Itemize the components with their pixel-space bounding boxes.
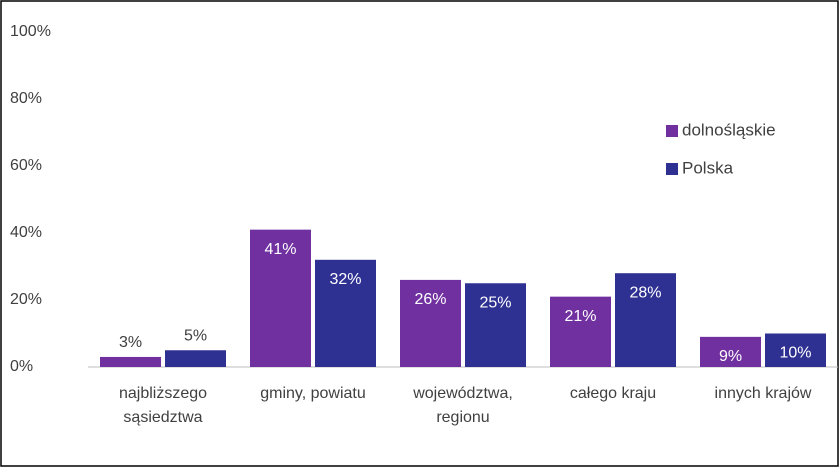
data-label: 41% — [264, 241, 296, 258]
y-tick-label: 100% — [10, 23, 51, 40]
bar — [315, 259, 376, 367]
bar — [700, 336, 761, 367]
x-tick-label: gminy, powiatu — [260, 385, 366, 402]
y-tick-label: 20% — [10, 291, 42, 308]
data-label: 3% — [119, 334, 142, 351]
data-label: 9% — [719, 348, 742, 365]
y-tick-label: 0% — [10, 358, 33, 375]
x-tick-label: całego kraju — [570, 385, 656, 402]
data-label: 5% — [184, 327, 207, 344]
data-label: 10% — [779, 345, 811, 362]
x-tick-label: innych krajów — [715, 385, 812, 402]
bar — [550, 296, 611, 367]
bar — [400, 279, 461, 367]
data-label: 28% — [629, 284, 661, 301]
x-tick-label: województwa, regionu — [412, 385, 513, 426]
legend-swatch — [666, 163, 678, 175]
data-label: 25% — [479, 294, 511, 311]
y-tick-label: 60% — [10, 157, 42, 174]
bar — [100, 356, 161, 367]
bar — [615, 273, 676, 367]
bar — [765, 333, 826, 367]
bar — [165, 350, 226, 367]
y-tick-label: 40% — [10, 224, 42, 241]
legend-swatch — [666, 125, 678, 137]
legend-label: dolnośląskie — [682, 120, 776, 139]
x-tick-label: najbliższego sąsiedztwa — [119, 385, 207, 426]
data-label: 21% — [564, 308, 596, 325]
data-label: 26% — [414, 291, 446, 308]
bar — [250, 229, 311, 367]
legend-label: Polska — [682, 158, 734, 177]
data-label: 32% — [329, 271, 361, 288]
y-tick-label: 80% — [10, 90, 42, 107]
bar — [465, 283, 526, 367]
